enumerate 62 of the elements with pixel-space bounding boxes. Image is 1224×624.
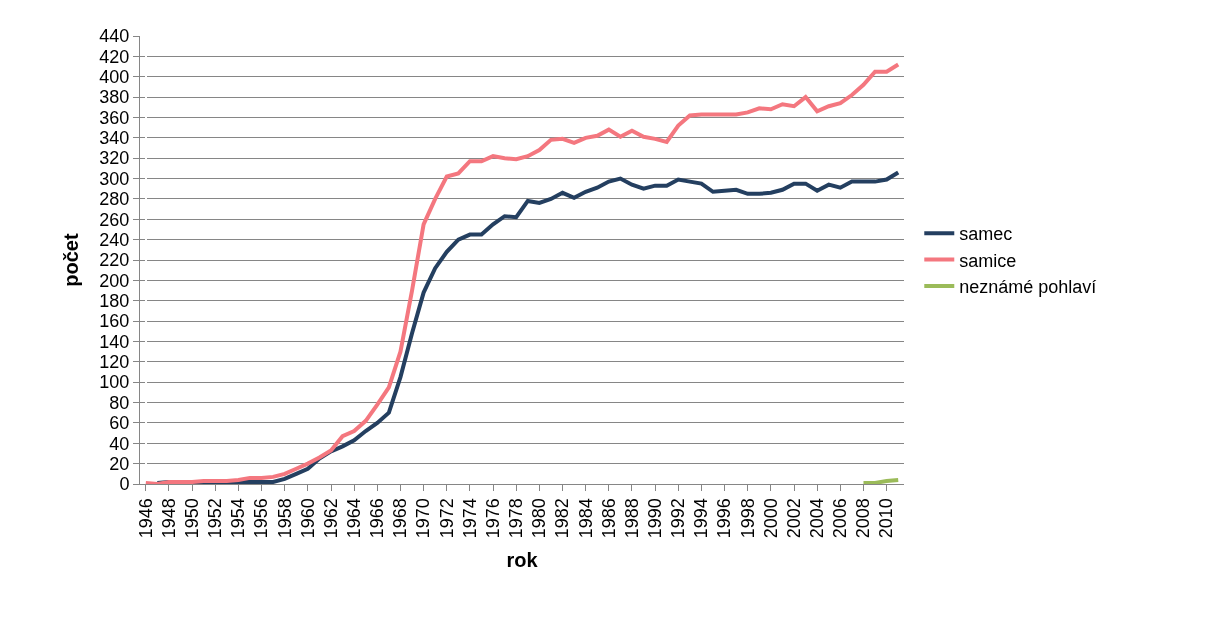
- y-tick-label: 0: [119, 474, 130, 495]
- legend-label: neznámé pohlaví: [959, 277, 1097, 298]
- x-tick-label: 1982: [552, 498, 573, 539]
- y-tick-label: 300: [99, 168, 130, 189]
- y-axis-title: počet: [59, 232, 82, 287]
- x-tick-label: 1986: [598, 498, 619, 539]
- x-tick-label: 1952: [205, 498, 226, 539]
- x-tick-label: 1998: [737, 498, 758, 539]
- x-tick-label: 2004: [807, 498, 828, 539]
- y-tick-label: 220: [99, 250, 130, 271]
- x-tick-label: 1948: [158, 498, 179, 539]
- x-tick-label: 1972: [436, 498, 457, 539]
- x-tick-label: 1964: [344, 498, 364, 539]
- x-tick-label: 1984: [575, 498, 596, 539]
- x-tick-label: 2008: [853, 498, 874, 539]
- legend-label: samec: [959, 224, 1013, 245]
- x-tick-label: 1956: [251, 498, 272, 539]
- x-tick-label: 1954: [228, 498, 249, 539]
- y-tick-label: 80: [109, 392, 130, 413]
- x-tick-label: 1968: [390, 498, 411, 539]
- x-tick-label: 1974: [459, 498, 480, 539]
- y-tick-label: 240: [99, 229, 130, 250]
- x-tick-label: 1990: [644, 498, 665, 539]
- y-tick-label: 40: [109, 433, 130, 454]
- x-tick-label: 1946: [135, 498, 156, 539]
- y-tick-label: 260: [99, 209, 130, 230]
- y-tick-label: 200: [99, 270, 130, 291]
- y-tick-label: 280: [99, 189, 130, 210]
- x-tick-label: 1962: [320, 498, 341, 539]
- x-tick-label: 1992: [668, 498, 689, 539]
- x-tick-label: 1966: [367, 498, 388, 539]
- y-tick-label: 400: [99, 67, 130, 88]
- x-tick-label: 2010: [876, 498, 897, 539]
- x-tick-label: 1970: [413, 498, 434, 539]
- y-tick-label: 140: [99, 331, 130, 352]
- x-tick-label: 2000: [760, 498, 781, 539]
- y-tick-label: 420: [99, 46, 130, 67]
- x-tick-label: 2006: [830, 498, 851, 539]
- y-tick-label: 60: [109, 413, 130, 434]
- y-tick-label: 20: [109, 453, 130, 474]
- y-tick-label: 380: [99, 87, 130, 108]
- line-series: [143, 62, 901, 484]
- y-tick-label: 340: [99, 128, 130, 149]
- x-axis-title: rok: [506, 548, 539, 571]
- y-tick-label: 440: [99, 26, 130, 47]
- y-tick-label: 100: [99, 372, 130, 393]
- x-tick-label: 1988: [621, 498, 642, 539]
- y-tick-label: 320: [99, 148, 130, 169]
- x-tick-label: 1958: [274, 498, 295, 539]
- x-tick-label: 1950: [181, 498, 202, 539]
- x-tick-label: 1980: [529, 498, 550, 539]
- y-tick-label: 120: [99, 352, 130, 373]
- x-tick-label: 1976: [482, 498, 503, 539]
- y-tick-label: 180: [99, 291, 130, 312]
- y-tick-label: 160: [99, 311, 130, 332]
- legend-label: samice: [959, 250, 1017, 271]
- x-tick-label: 2002: [783, 498, 804, 539]
- y-tick-label: 360: [99, 107, 130, 128]
- x-tick-label: 1960: [297, 498, 318, 539]
- x-tick-label: 1978: [506, 498, 527, 539]
- x-tick-label: 1994: [691, 498, 712, 539]
- x-tick-label: 1996: [714, 498, 735, 539]
